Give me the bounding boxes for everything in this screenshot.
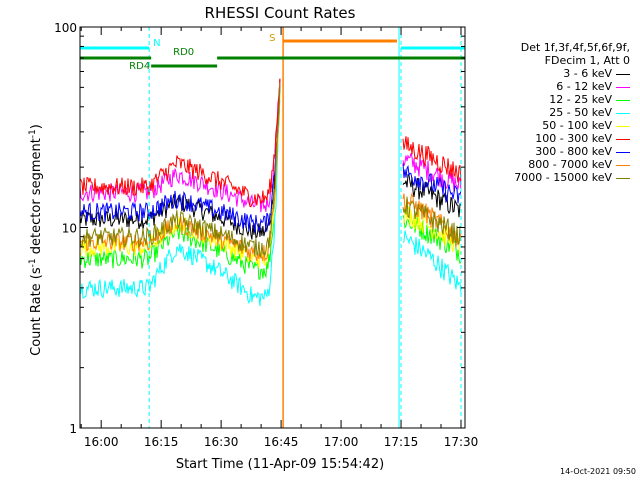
series-line-post-1 bbox=[402, 153, 462, 193]
legend-item-8: 7000 - 15000 keV bbox=[514, 171, 630, 184]
legend-item-3: 25 - 50 keV bbox=[549, 106, 630, 119]
series-line-pre-0 bbox=[79, 79, 281, 240]
legend-item-3-label: 25 - 50 keV bbox=[549, 106, 612, 119]
x-tick-label-4: 17:00 bbox=[324, 435, 359, 449]
legend-item-7-swatch bbox=[616, 164, 630, 166]
series-line-pre-2 bbox=[79, 89, 281, 280]
legend-item-0: 3 - 6 keV bbox=[563, 67, 630, 80]
x-tick-label-6: 17:30 bbox=[444, 435, 479, 449]
series-line-pre-8 bbox=[79, 86, 281, 258]
night-label: N bbox=[153, 38, 160, 49]
x-tick-label-1: 16:15 bbox=[144, 435, 179, 449]
legend-item-8-label: 7000 - 15000 keV bbox=[514, 171, 612, 184]
legend-item-7-label: 800 - 7000 keV bbox=[528, 158, 612, 171]
legend-item-6-swatch bbox=[616, 151, 630, 153]
series-line-post-4 bbox=[402, 204, 462, 256]
rd0-label: RD0 bbox=[173, 47, 194, 58]
series-line-pre-7 bbox=[79, 82, 281, 262]
x-tick-label-0: 16:00 bbox=[84, 435, 119, 449]
x-tick-label-3: 16:45 bbox=[264, 435, 299, 449]
legend-header-0-label: Det 1f,3f,4f,5f,6f,9f, bbox=[520, 41, 630, 54]
legend-item-6: 300 - 800 keV bbox=[535, 145, 630, 158]
y-axis-label: Count Rate (s-1 detector segment-1) bbox=[28, 124, 44, 356]
series-line-post-0 bbox=[402, 173, 462, 218]
y-axis-label-sup: -1 bbox=[28, 258, 38, 267]
series-line-pre-6 bbox=[79, 83, 281, 233]
y-tick-label-1: 10 bbox=[62, 222, 77, 236]
legend-item-6-label: 300 - 800 keV bbox=[535, 145, 612, 158]
plot-area: N S RD0 RD4 16:00 16:15 16:30 16:45 17:00 17:15 17… bbox=[54, 21, 478, 449]
legend-item-5: 100 - 300 keV bbox=[535, 132, 630, 145]
footer-timestamp: 14-Oct-2021 09:50 bbox=[560, 467, 636, 476]
y-axis-label-end: ) bbox=[29, 124, 44, 129]
legend-item-8-swatch bbox=[616, 177, 630, 179]
legend-item-7: 800 - 7000 keV bbox=[528, 158, 630, 171]
legend-item-4: 50 - 100 keV bbox=[542, 119, 630, 132]
y-axis-label-main: Count Rate (s bbox=[29, 267, 44, 356]
legend-item-1-label: 6 - 12 keV bbox=[556, 80, 612, 93]
legend-item-5-swatch bbox=[616, 138, 630, 140]
legend-header-1: FDecim 1, Att 0 bbox=[545, 54, 630, 67]
legend-item-4-swatch bbox=[616, 125, 630, 127]
legend-item-5-label: 100 - 300 keV bbox=[535, 132, 612, 145]
y-axis-label-sup2: -1 bbox=[28, 129, 38, 138]
y-tick-label-2: 100 bbox=[54, 21, 77, 35]
x-axis-label: Start Time (11-Apr-09 15:54:42) bbox=[176, 457, 384, 472]
series-line-post-3 bbox=[402, 230, 462, 294]
series-line-post-5 bbox=[402, 136, 462, 185]
series-line-pre-1 bbox=[79, 81, 281, 213]
legend-item-0-label: 3 - 6 keV bbox=[563, 67, 612, 80]
y-tick-label-0: 1 bbox=[69, 422, 77, 436]
legend-header-0: Det 1f,3f,4f,5f,6f,9f, bbox=[521, 41, 630, 54]
legend-item-2: 12 - 25 keV bbox=[549, 93, 630, 106]
rd4-label: RD4 bbox=[129, 61, 150, 72]
series-line-post-8 bbox=[402, 196, 462, 245]
legend-item-2-label: 12 - 25 keV bbox=[549, 93, 612, 106]
saa-label: S bbox=[269, 33, 275, 44]
series-line-pre-5 bbox=[79, 78, 281, 208]
legend-item-1: 6 - 12 keV bbox=[556, 80, 630, 93]
legend-item-3-swatch bbox=[616, 112, 630, 114]
series-line-pre-3 bbox=[79, 99, 281, 306]
y-axis-label-tail: detector segment bbox=[29, 138, 44, 258]
chart-title: RHESSI Count Rates bbox=[205, 4, 356, 22]
x-tick-label-5: 17:15 bbox=[384, 435, 419, 449]
plot-frame bbox=[79, 26, 466, 429]
series-line-post-6 bbox=[402, 163, 462, 204]
legend-header-1-label: FDecim 1, Att 0 bbox=[544, 54, 630, 67]
legend-item-4-label: 50 - 100 keV bbox=[542, 119, 612, 132]
legend-item-0-swatch bbox=[616, 73, 630, 75]
x-tick-label-2: 16:30 bbox=[204, 435, 239, 449]
legend-item-1-swatch bbox=[616, 86, 630, 88]
legend-item-2-swatch bbox=[616, 99, 630, 101]
